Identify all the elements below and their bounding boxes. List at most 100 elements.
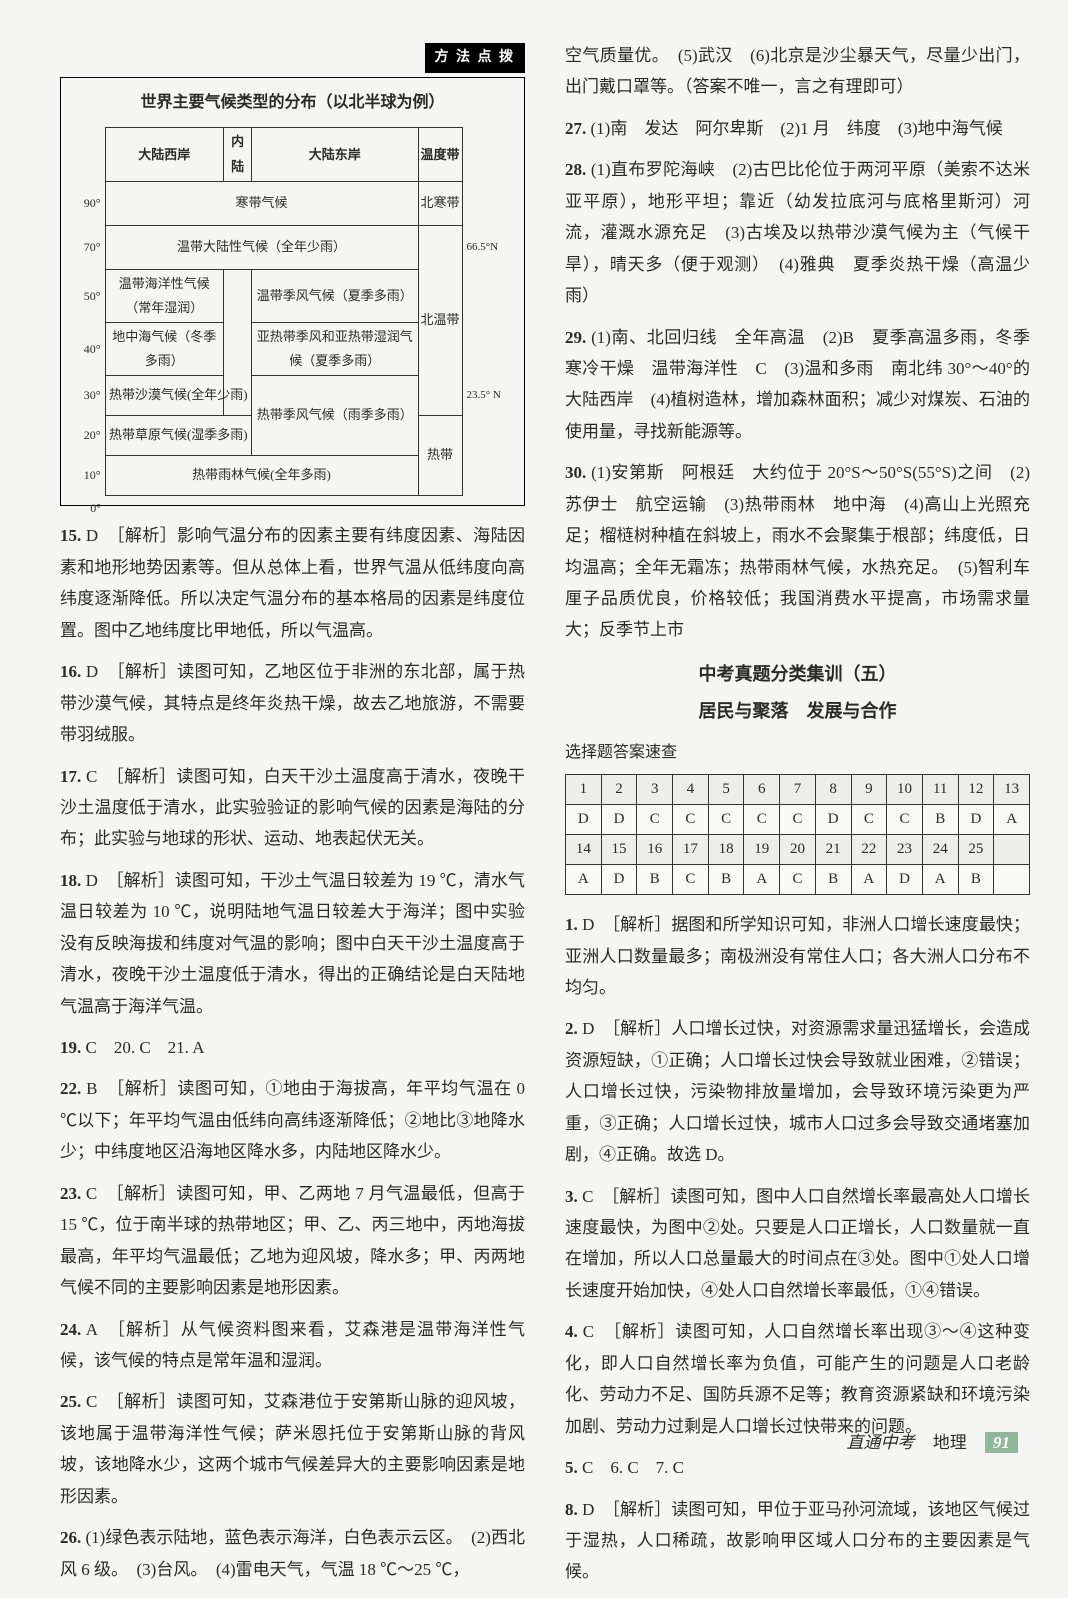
answer-item: 18. D ［解析］读图可知，干沙土气温日较差为 19 ℃，清水气温日较差为 1… <box>60 865 525 1022</box>
answer-cell: D <box>958 805 994 835</box>
answer-cell: 5 <box>708 775 744 805</box>
answer-item: 4. C ［解析］读图可知，人口自然增长率出现③～④这种变化，即人口自然增长率为… <box>565 1316 1030 1442</box>
footer-book: 直通中考 <box>847 1433 915 1452</box>
answer-cell: 10 <box>887 775 923 805</box>
answer-item: 29. (1)南、北回归线 全年高温 (2)B 夏季高温多雨，冬季寒冷干燥 温带… <box>565 322 1030 448</box>
tropical-rainforest: 热带雨林气候(全年多雨) <box>105 455 418 495</box>
answer-cell: C <box>708 805 744 835</box>
answer-item: 1. D ［解析］据图和所学知识可知，非洲人口增长速度最快；亚洲人口数量最多；南… <box>565 909 1030 1003</box>
col-inland: 内 陆 <box>224 128 252 181</box>
answer-cell: 24 <box>922 835 958 865</box>
page-footer: 直通中考 地理 91 <box>847 1427 1019 1458</box>
answer-item: 22. B ［解析］读图可知，①地由于海拔高，年平均气温在 0 ℃以下；年平均气… <box>60 1073 525 1167</box>
answer-cell: 6 <box>744 775 780 805</box>
answer-cell: 17 <box>673 835 709 865</box>
answer-item: 2. D ［解析］人口增长过快，对资源需求量迅猛增长，会造成资源短缺，①正确；人… <box>565 1013 1030 1170</box>
answer-cell: 18 <box>708 835 744 865</box>
answer-item: 空气质量优。 (5)武汉 (6)北京是沙尘暴天气，尽量少出门，出门戴口罩等。（答… <box>565 40 1030 103</box>
answer-cell: C <box>887 805 923 835</box>
answer-cell: D <box>887 865 923 895</box>
answer-cell: 19 <box>744 835 780 865</box>
quick-lookup-label: 选择题答案速查 <box>565 738 1030 768</box>
method-tip-label: 方 法 点 拨 <box>425 43 526 73</box>
temperate-monsoon: 温带季风气候（夏季多雨） <box>252 269 418 322</box>
answer-item: 26. (1)绿色表示陆地，蓝色表示海洋，白色表示云区。 (2)西北风 6 级。… <box>60 1522 525 1585</box>
answer-cell: 22 <box>851 835 887 865</box>
answer-cell: 16 <box>637 835 673 865</box>
answer-cell: A <box>744 865 780 895</box>
answer-cell: 2 <box>601 775 637 805</box>
answer-cell: B <box>637 865 673 895</box>
answer-cell: 23 <box>887 835 923 865</box>
answer-cell: C <box>780 805 816 835</box>
answer-cell: 8 <box>815 775 851 805</box>
answer-item: 19. C 20. C 21. A <box>60 1032 525 1063</box>
answer-cell: C <box>744 805 780 835</box>
answer-item: 24. A ［解析］从气候资料图来看，艾森港是温带海洋性气候，该气候的特点是常年… <box>60 1314 525 1377</box>
col-east: 大陆东岸 <box>252 128 418 181</box>
answer-cell: 14 <box>566 835 602 865</box>
answer-item: 28. (1)直布罗陀海峡 (2)古巴比伦位于两河平原（美索不达米亚平原），地形… <box>565 154 1030 311</box>
answer-cell: 4 <box>673 775 709 805</box>
answer-cell <box>994 835 1030 865</box>
answer-item: 15. D ［解析］影响气温分布的因素主要有纬度因素、海陆因素和地形地势因素等。… <box>60 520 525 646</box>
climate-distribution-box: 世界主要气候类型的分布（以北半球为例） 大陆西岸 内 陆 大陆东岸 温度带 90… <box>60 77 525 507</box>
answer-cell: 7 <box>780 775 816 805</box>
answer-item: 17. C ［解析］读图可知，白天干沙土温度高于清水，夜晚干沙土温度低于清水，此… <box>60 761 525 855</box>
answer-cell: 11 <box>922 775 958 805</box>
answer-cell: D <box>601 865 637 895</box>
answer-item: 16. D ［解析］读图可知，乙地区位于非洲的东北部，属于热带沙漠气候，其特点是… <box>60 656 525 750</box>
temperate-continental: 温带大陆性气候（全年少雨） <box>105 225 418 269</box>
answer-cell: 13 <box>994 775 1030 805</box>
answer-item: 8. D ［解析］读图可知，甲位于亚马孙河流域，该地区气候过于湿热，人口稀疏，故… <box>565 1494 1030 1588</box>
section-five-title: 中考真题分类集训（五） <box>565 658 1030 691</box>
answer-cell: B <box>922 805 958 835</box>
answer-cell: A <box>851 865 887 895</box>
mediterranean: 地中海气候（冬季多雨） <box>105 322 224 375</box>
answer-cell: C <box>851 805 887 835</box>
answer-item: 25. C ［解析］读图可知，艾森港位于安第斯山脉的迎风坡，该地属于温带海洋性气… <box>60 1386 525 1512</box>
answer-item: 30. (1)安第斯 阿根廷 大约位于 20°S～50°S(55°S)之间 (2… <box>565 457 1030 646</box>
answer-cell: 21 <box>815 835 851 865</box>
answer-cell: A <box>994 805 1030 835</box>
answer-cell: B <box>815 865 851 895</box>
answer-cell: A <box>922 865 958 895</box>
answer-cell: 9 <box>851 775 887 805</box>
answer-cell: C <box>673 865 709 895</box>
tropical-desert: 热带沙漠气候(全年少雨) <box>105 375 252 415</box>
left-column: 方 法 点 拨 世界主要气候类型的分布（以北半球为例） 大陆西岸 内 陆 大陆东… <box>60 40 525 1598</box>
answer-cell: 1 <box>566 775 602 805</box>
lat-blank <box>69 128 105 181</box>
answer-cell: 12 <box>958 775 994 805</box>
answer-cell: C <box>637 805 673 835</box>
section-five-subtitle: 居民与聚落 发展与合作 <box>565 695 1030 728</box>
footer-page-num: 91 <box>985 1432 1018 1453</box>
right-column: 空气质量优。 (5)武汉 (6)北京是沙尘暴天气，尽量少出门，出门戴口罩等。（答… <box>565 40 1030 1598</box>
answer-cell: 3 <box>637 775 673 805</box>
answer-item: 23. C ［解析］读图可知，甲、乙两地 7 月气温最低，但高于15 ℃，位于南… <box>60 1178 525 1304</box>
tropical-monsoon: 热带季风气候（雨季多雨） <box>252 375 418 455</box>
answer-cell: 15 <box>601 835 637 865</box>
temperate-oceanic: 温带海洋性气候（常年湿润） <box>105 269 224 322</box>
footer-subject: 地理 <box>933 1433 967 1452</box>
answer-cell: B <box>708 865 744 895</box>
climate-box-title: 世界主要气候类型的分布（以北半球为例） <box>69 88 516 118</box>
answer-cell: A <box>566 865 602 895</box>
answer-quick-table: 12345678910111213 DDCCCCCDCCBDA 14151617… <box>565 774 1030 895</box>
col-west: 大陆西岸 <box>105 128 224 181</box>
answer-cell: D <box>815 805 851 835</box>
col-zone: 温度带 <box>418 128 462 181</box>
answer-cell <box>994 865 1030 895</box>
answer-cell: B <box>958 865 994 895</box>
answer-cell: D <box>566 805 602 835</box>
cold-climate: 寒带气候 <box>105 181 418 225</box>
subtropical-monsoon: 亚热带季风和亚热带湿润气候（夏季多雨） <box>252 322 418 375</box>
answer-item: 27. (1)南 发达 阿尔卑斯 (2)1 月 纬度 (3)地中海气候 <box>565 113 1030 144</box>
tropical-savanna: 热带草原气候(湿季多雨) <box>105 415 252 455</box>
answer-item: 3. C ［解析］读图可知，图中人口自然增长率最高处人口增长速度最快，为图中②处… <box>565 1181 1030 1307</box>
answer-cell: 20 <box>780 835 816 865</box>
climate-diagram: 大陆西岸 内 陆 大陆东岸 温度带 90° 寒带气候 北寒带 70° 温带大陆性… <box>69 127 516 497</box>
answer-cell: C <box>780 865 816 895</box>
answer-cell: D <box>601 805 637 835</box>
answer-cell: 25 <box>958 835 994 865</box>
